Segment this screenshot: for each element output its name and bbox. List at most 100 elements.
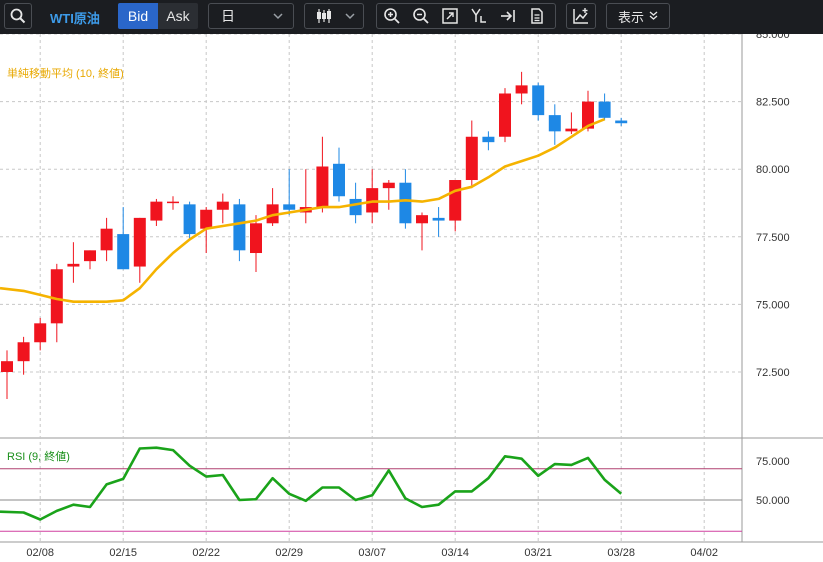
candle-body	[100, 228, 113, 251]
candle-body	[84, 250, 96, 262]
candle	[117, 207, 130, 270]
date-tick-label: 02/22	[192, 547, 220, 559]
rsi-line	[0, 446, 623, 521]
candle	[416, 212, 428, 251]
candle	[50, 263, 63, 343]
candle	[615, 117, 628, 126]
display-menu-button[interactable]: 表示	[606, 3, 670, 29]
date-tick-label: 03/21	[524, 547, 552, 559]
candle	[499, 88, 511, 143]
symbol-name[interactable]: WTI原油	[50, 11, 100, 26]
document-icon	[531, 8, 543, 24]
candle-body	[449, 180, 462, 221]
document-button[interactable]	[523, 4, 551, 28]
candle-body	[615, 120, 628, 124]
candle	[167, 196, 179, 210]
price-tick-label: 77.500	[756, 232, 790, 244]
candle-body	[117, 234, 130, 270]
candles	[1, 71, 628, 400]
candle	[532, 82, 545, 121]
zoom-in-icon	[384, 8, 400, 24]
add-indicator-button[interactable]	[566, 3, 596, 29]
price-tick-label: 85.000	[756, 34, 790, 41]
candle-body	[150, 201, 163, 221]
grid-lines	[0, 34, 823, 543]
candle-body	[200, 209, 213, 229]
candle-body	[216, 201, 229, 210]
candle-body	[532, 85, 545, 116]
double-chevron-down-icon	[649, 11, 658, 20]
price-tick-label: 80.000	[756, 164, 790, 176]
bid-button[interactable]: Bid	[118, 3, 158, 29]
candle-body	[67, 263, 80, 267]
period-select[interactable]: 日	[208, 3, 294, 29]
candle-body	[349, 198, 362, 216]
candle-body	[250, 223, 262, 254]
candle	[34, 317, 47, 351]
date-tick-label: 02/29	[275, 547, 303, 559]
chevron-down-icon	[345, 13, 355, 20]
date-tick-label: 03/07	[358, 547, 386, 559]
zoom-in-button[interactable]	[378, 4, 406, 28]
chevron-down-icon	[273, 13, 283, 20]
toolbar: WTI原油 Bid Ask 日	[0, 0, 823, 34]
candle	[316, 136, 329, 213]
scroll-end-icon	[501, 10, 515, 22]
rsi-label: RSI (9, 終値)	[7, 449, 70, 463]
candle	[283, 169, 296, 216]
candle	[100, 217, 113, 262]
candle	[150, 198, 163, 226]
price-tick-label: 72.500	[756, 367, 790, 379]
sma-line	[0, 117, 606, 304]
candle	[465, 120, 478, 189]
candle-body	[283, 204, 296, 210]
candle	[84, 250, 96, 270]
candle-body	[382, 182, 395, 189]
candle	[399, 169, 412, 229]
candle	[515, 71, 528, 105]
candle	[250, 215, 262, 272]
candle-body	[50, 269, 63, 324]
ask-button[interactable]: Ask	[158, 3, 198, 29]
fit-screen-icon	[442, 8, 458, 24]
y-axis-button[interactable]	[465, 4, 493, 28]
candle	[17, 336, 30, 375]
candle-body	[183, 204, 196, 235]
chart-type-select[interactable]	[304, 3, 364, 29]
candle-body	[167, 201, 179, 204]
add-indicator-icon	[573, 8, 588, 24]
candle-body	[133, 217, 146, 267]
candle	[133, 217, 146, 283]
candle	[449, 180, 462, 232]
candle-body	[482, 136, 495, 143]
rsi-axis: 75.000 50.000	[756, 456, 790, 507]
search-button[interactable]	[4, 3, 32, 29]
rsi-reference-lines	[0, 468, 742, 532]
candle-body	[432, 217, 445, 221]
period-value: 日	[221, 8, 235, 24]
candle	[598, 93, 611, 121]
candle-body	[499, 93, 511, 137]
rsi-tick-label: 75.000	[756, 456, 790, 468]
candle	[183, 201, 196, 240]
date-tick-label: 03/28	[607, 547, 635, 559]
candle	[482, 131, 495, 151]
date-tick-label: 02/08	[26, 547, 54, 559]
candle-body	[316, 166, 329, 208]
candle	[216, 193, 229, 224]
chart-area[interactable]: 85.000 82.500 80.000 77.500 75.000 72.500 75.…	[0, 34, 823, 562]
candle	[299, 169, 312, 224]
candle-body	[233, 204, 246, 251]
candle-body	[465, 136, 478, 181]
date-tick-label: 02/15	[109, 547, 137, 559]
price-tick-label: 82.500	[756, 97, 790, 109]
candle-body	[416, 215, 428, 224]
candle-body	[548, 115, 561, 132]
date-tick-label: 03/14	[441, 547, 469, 559]
y-axis-icon	[471, 8, 486, 23]
candle	[366, 169, 379, 224]
price-tick-label: 75.000	[756, 299, 790, 311]
fit-screen-button[interactable]	[436, 4, 464, 28]
scroll-end-button[interactable]	[494, 4, 522, 28]
zoom-out-button[interactable]	[407, 4, 435, 28]
